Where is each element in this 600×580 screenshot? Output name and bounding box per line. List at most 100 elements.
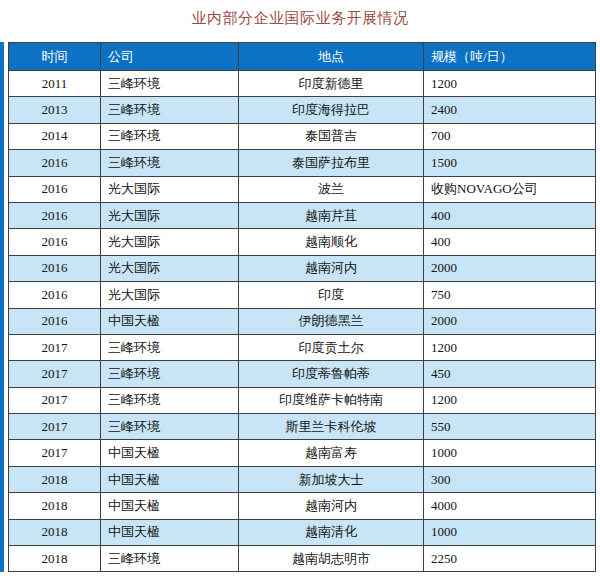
cell-location: 印度新德里 [239, 71, 424, 97]
cell-company: 三峰环境 [101, 150, 239, 176]
table-row: 2013三峰环境印度海得拉巴2400 [9, 97, 596, 123]
cell-scale: 400 [424, 202, 596, 228]
table-row: 2017三峰环境印度维萨卡帕特南1200 [9, 387, 596, 413]
cell-location: 印度海得拉巴 [239, 97, 424, 123]
cell-time: 2017 [9, 387, 101, 413]
table-row: 2018中国天楹新加坡大士300 [9, 466, 596, 492]
cell-time: 2017 [9, 440, 101, 466]
cell-time: 2018 [9, 493, 101, 519]
cell-scale: 4000 [424, 493, 596, 519]
table-row: 2018中国天楹越南河内4000 [9, 493, 596, 519]
table-row: 2017三峰环境印度贡土尔1200 [9, 334, 596, 360]
table-header: 时间 公司 地点 规模（吨/日） [9, 43, 596, 71]
cell-company: 光大国际 [101, 255, 239, 281]
cell-scale: 1500 [424, 150, 596, 176]
cell-company: 光大国际 [101, 202, 239, 228]
column-header-location: 地点 [239, 43, 424, 71]
cell-location: 越南芹苴 [239, 202, 424, 228]
cell-time: 2016 [9, 282, 101, 308]
cell-company: 三峰环境 [101, 123, 239, 149]
header-row: 时间 公司 地点 规模（吨/日） [9, 43, 596, 71]
cell-location: 印度贡土尔 [239, 334, 424, 360]
business-table: 时间 公司 地点 规模（吨/日） 2011三峰环境印度新德里12002013三峰… [8, 42, 596, 572]
cell-time: 2016 [9, 229, 101, 255]
cell-company: 三峰环境 [101, 546, 239, 572]
cell-time: 2016 [9, 176, 101, 202]
cell-location: 越南顺化 [239, 229, 424, 255]
table-row: 2016中国天楹伊朗德黑兰2000 [9, 308, 596, 334]
cell-scale: 400 [424, 229, 596, 255]
cell-scale: 2400 [424, 97, 596, 123]
table-row: 2017中国天楹越南富寿1000 [9, 440, 596, 466]
table-row: 2016光大国际越南芹苴400 [9, 202, 596, 228]
cell-company: 光大国际 [101, 282, 239, 308]
cell-location: 越南河内 [239, 255, 424, 281]
cell-scale: 1000 [424, 440, 596, 466]
cell-time: 2013 [9, 97, 101, 123]
cell-time: 2016 [9, 255, 101, 281]
left-accent-bar [0, 42, 4, 572]
cell-scale: 1000 [424, 519, 596, 545]
table-row: 2014三峰环境泰国普吉700 [9, 123, 596, 149]
cell-scale: 700 [424, 123, 596, 149]
cell-location: 伊朗德黑兰 [239, 308, 424, 334]
cell-time: 2017 [9, 334, 101, 360]
table-row: 2016三峰环境泰国萨拉布里1500 [9, 150, 596, 176]
cell-scale: 2000 [424, 308, 596, 334]
table-body: 2011三峰环境印度新德里12002013三峰环境印度海得拉巴24002014三… [9, 71, 596, 572]
cell-location: 越南富寿 [239, 440, 424, 466]
cell-location: 印度蒂鲁帕蒂 [239, 361, 424, 387]
table-row: 2016光大国际印度750 [9, 282, 596, 308]
cell-time: 2017 [9, 361, 101, 387]
cell-time: 2016 [9, 202, 101, 228]
cell-time: 2017 [9, 414, 101, 440]
cell-location: 印度维萨卡帕特南 [239, 387, 424, 413]
cell-scale: 1200 [424, 71, 596, 97]
cell-location: 越南河内 [239, 493, 424, 519]
table-row: 2017三峰环境斯里兰卡科伦坡550 [9, 414, 596, 440]
cell-company: 中国天楹 [101, 493, 239, 519]
cell-time: 2016 [9, 150, 101, 176]
cell-scale: 750 [424, 282, 596, 308]
cell-company: 三峰环境 [101, 414, 239, 440]
cell-location: 越南清化 [239, 519, 424, 545]
cell-time: 2018 [9, 466, 101, 492]
cell-company: 中国天楹 [101, 519, 239, 545]
cell-location: 波兰 [239, 176, 424, 202]
cell-company: 三峰环境 [101, 334, 239, 360]
cell-scale: 1200 [424, 387, 596, 413]
cell-company: 光大国际 [101, 229, 239, 255]
cell-time: 2014 [9, 123, 101, 149]
table-row: 2018三峰环境越南胡志明市2250 [9, 546, 596, 572]
table-row: 2018中国天楹越南清化1000 [9, 519, 596, 545]
cell-time: 2016 [9, 308, 101, 334]
cell-scale: 300 [424, 466, 596, 492]
cell-time: 2018 [9, 546, 101, 572]
cell-scale: 2000 [424, 255, 596, 281]
cell-scale: 450 [424, 361, 596, 387]
cell-scale: 550 [424, 414, 596, 440]
table-row: 2011三峰环境印度新德里1200 [9, 71, 596, 97]
column-header-time: 时间 [9, 43, 101, 71]
cell-location: 新加坡大士 [239, 466, 424, 492]
cell-company: 三峰环境 [101, 387, 239, 413]
cell-company: 中国天楹 [101, 440, 239, 466]
page: 业内部分企业国际业务开展情况 时间 公司 地点 规模（吨/日） 2011三峰环境… [0, 0, 600, 580]
cell-location: 越南胡志明市 [239, 546, 424, 572]
cell-location: 泰国普吉 [239, 123, 424, 149]
column-header-scale: 规模（吨/日） [424, 43, 596, 71]
cell-company: 三峰环境 [101, 97, 239, 123]
cell-scale: 2250 [424, 546, 596, 572]
cell-company: 中国天楹 [101, 466, 239, 492]
cell-location: 斯里兰卡科伦坡 [239, 414, 424, 440]
cell-location: 印度 [239, 282, 424, 308]
cell-time: 2018 [9, 519, 101, 545]
cell-company: 光大国际 [101, 176, 239, 202]
page-title: 业内部分企业国际业务开展情况 [0, 9, 600, 28]
cell-location: 泰国萨拉布里 [239, 150, 424, 176]
column-header-company: 公司 [101, 43, 239, 71]
table-row: 2016光大国际越南河内2000 [9, 255, 596, 281]
table-row: 2016光大国际越南顺化400 [9, 229, 596, 255]
cell-scale: 1200 [424, 334, 596, 360]
cell-company: 三峰环境 [101, 361, 239, 387]
